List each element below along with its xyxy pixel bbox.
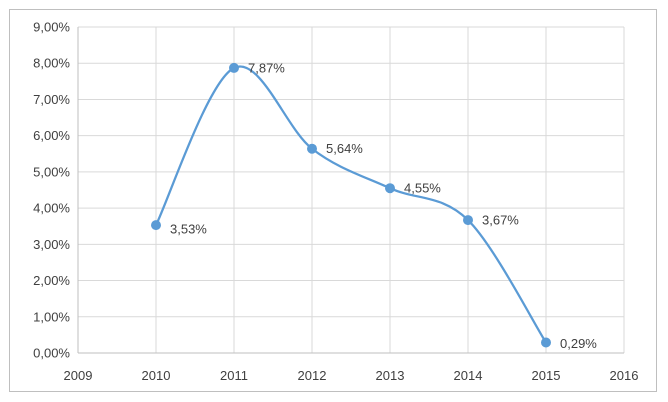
y-tick-label: 5,00% <box>33 164 70 179</box>
y-tick-label: 6,00% <box>33 128 70 143</box>
y-tick-label: 0,00% <box>33 346 70 361</box>
data-points <box>151 62 551 348</box>
data-point <box>307 143 317 154</box>
series-line-layer <box>154 65 548 344</box>
data-label: 4,55% <box>404 181 441 196</box>
x-tick-label: 2012 <box>298 368 327 383</box>
data-point <box>541 337 551 348</box>
y-tick-labels: 0,00% 1,00% 2,00% 3,00% 4,00% 5,00% 6,00% 7,00%… <box>33 20 70 361</box>
x-tick-label: 2013 <box>376 368 405 383</box>
axes <box>77 27 624 354</box>
data-labels: 3,53% 7,87% 5,64% 4,55% 3,67% 0,29% <box>170 60 597 351</box>
x-tick-label: 2009 <box>64 368 93 383</box>
series-line <box>154 65 548 344</box>
y-tick-label: 1,00% <box>33 309 70 324</box>
x-tick-label: 2015 <box>532 368 561 383</box>
x-tick-label: 2014 <box>454 368 483 383</box>
data-point <box>385 183 395 194</box>
data-label: 3,53% <box>170 222 207 237</box>
data-label: 7,87% <box>248 60 285 75</box>
x-tick-label: 2010 <box>142 368 171 383</box>
y-tick-label: 3,00% <box>33 237 70 252</box>
gridlines <box>78 26 625 353</box>
chart-frame <box>9 9 657 392</box>
data-label: 3,67% <box>482 213 519 228</box>
data-point <box>229 62 239 73</box>
data-point <box>151 220 161 231</box>
data-label: 0,29% <box>560 336 597 351</box>
x-tick-label: 2011 <box>220 368 248 383</box>
y-tick-label: 7,00% <box>33 92 70 107</box>
x-tick-label: 2016 <box>610 368 639 383</box>
y-tick-label: 9,00% <box>33 20 70 35</box>
y-tick-label: 2,00% <box>33 273 70 288</box>
data-point <box>463 215 473 226</box>
y-tick-label: 8,00% <box>33 56 70 71</box>
y-tick-label: 4,00% <box>33 201 70 216</box>
x-tick-labels: 2009 2010 2011 2012 2013 2014 2015 2016 <box>64 368 639 383</box>
data-label: 5,64% <box>326 141 363 156</box>
